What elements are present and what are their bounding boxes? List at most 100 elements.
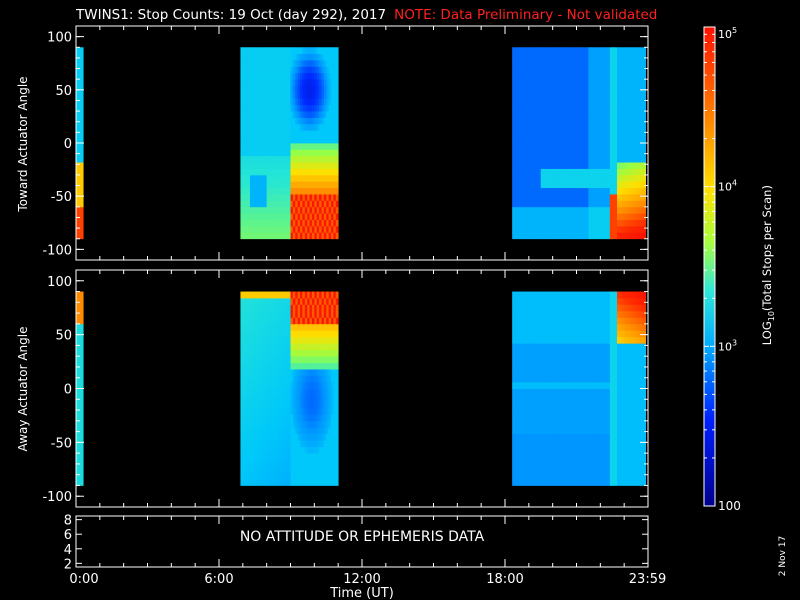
heatmap-cell <box>273 168 277 176</box>
heatmap-cell <box>531 123 534 131</box>
heatmap-cell <box>590 162 594 169</box>
heatmap-cell <box>581 72 585 80</box>
heatmap-cell <box>288 414 291 422</box>
heatmap-cell <box>288 162 291 169</box>
heatmap-cell <box>624 168 627 176</box>
heatmap-cell <box>316 446 320 454</box>
heatmap-cell <box>631 72 635 80</box>
heatmap-cell <box>254 362 258 370</box>
heatmap-cell <box>240 343 244 351</box>
heatmap-cell <box>555 53 558 61</box>
heatmap-cell <box>273 291 277 299</box>
heatmap-cell <box>283 427 287 435</box>
heatmap-cell <box>535 206 539 214</box>
heatmap-cell <box>640 219 644 227</box>
heatmap-cell <box>574 79 577 86</box>
heatmap-cell <box>586 143 589 150</box>
heatmap-cell <box>307 136 310 144</box>
heatmap-cell <box>257 298 260 305</box>
heatmap-cell <box>276 362 279 370</box>
heatmap-cell <box>602 47 606 55</box>
heatmap-cell <box>564 130 568 138</box>
heatmap-cell <box>521 136 525 144</box>
heatmap-cell <box>276 47 279 55</box>
heatmap-cell <box>273 388 277 396</box>
heatmap-cell <box>562 213 565 220</box>
heatmap-cell <box>557 362 561 370</box>
heatmap-cell <box>602 130 606 138</box>
heatmap-cell <box>543 225 546 233</box>
heatmap-cell <box>290 362 294 370</box>
heatmap-cell <box>559 336 563 344</box>
heatmap-cell <box>316 478 320 486</box>
heatmap-cell <box>571 225 575 233</box>
heatmap-cell <box>292 304 296 312</box>
heatmap-cell <box>264 446 268 454</box>
heatmap-cell <box>543 433 546 441</box>
heatmap-cell <box>323 53 327 61</box>
heatmap-cell <box>593 111 596 118</box>
heatmap-cell <box>526 388 530 396</box>
heatmap-cell <box>631 143 635 150</box>
heatmap-cell <box>531 174 534 182</box>
heatmap-cell <box>535 382 539 389</box>
heatmap-cell <box>535 174 539 182</box>
heatmap-cell <box>514 104 518 112</box>
heatmap-cell <box>540 60 544 67</box>
heatmap-cell <box>533 181 537 189</box>
heatmap-cell <box>535 79 539 86</box>
heatmap-cell <box>76 478 79 486</box>
heatmap-cell <box>80 440 84 448</box>
heatmap-cell <box>574 200 577 208</box>
heatmap-cell <box>640 149 644 157</box>
heatmap-cell <box>538 162 542 169</box>
heatmap-cell <box>319 394 322 402</box>
heatmap-cell <box>261 394 265 402</box>
heatmap-cell <box>252 466 256 473</box>
heatmap-cell <box>557 232 561 240</box>
heatmap-cell <box>316 356 320 364</box>
heatmap-cell <box>245 162 248 169</box>
heatmap-cell <box>612 149 616 157</box>
heatmap-cell <box>78 232 82 240</box>
heatmap-cell <box>254 382 258 389</box>
heatmap-cell <box>311 472 315 480</box>
heatmap-cell <box>78 466 82 473</box>
heatmap-cell <box>333 213 337 220</box>
heatmap-cell <box>588 225 592 233</box>
heatmap-cell <box>297 298 301 305</box>
heatmap-cell <box>297 72 301 80</box>
heatmap-cell <box>311 200 315 208</box>
heatmap-cell <box>80 453 84 460</box>
heatmap-cell <box>252 149 256 157</box>
heatmap-cell <box>559 466 563 473</box>
heatmap-cell <box>538 136 542 144</box>
heatmap-cell <box>252 369 256 376</box>
heatmap-cell <box>242 206 246 214</box>
heatmap-cell <box>292 420 296 428</box>
heatmap-cell <box>533 323 537 331</box>
heatmap-cell <box>321 394 325 402</box>
heatmap-cell <box>300 98 303 106</box>
heatmap-cell <box>333 478 337 486</box>
heatmap-cell <box>249 104 253 112</box>
heatmap-cell <box>247 187 251 195</box>
heatmap-cell <box>302 79 306 86</box>
heatmap-cell <box>266 181 270 189</box>
heatmap-cell <box>636 104 639 112</box>
heatmap-cell <box>621 111 625 118</box>
heatmap-cell <box>628 181 632 189</box>
heatmap-cell <box>252 232 256 240</box>
heatmap-cell <box>552 459 556 467</box>
heatmap-cell <box>266 343 270 351</box>
heatmap-cell <box>607 53 611 61</box>
heatmap-cell <box>609 155 613 163</box>
heatmap-cell <box>559 91 563 99</box>
heatmap-cell <box>264 459 268 467</box>
heatmap-cell <box>309 433 313 441</box>
heatmap-cell <box>619 194 623 201</box>
heatmap-cell <box>614 53 618 61</box>
heatmap-cell <box>242 98 246 106</box>
heatmap-cell <box>257 162 260 169</box>
heatmap-cell <box>280 382 284 389</box>
